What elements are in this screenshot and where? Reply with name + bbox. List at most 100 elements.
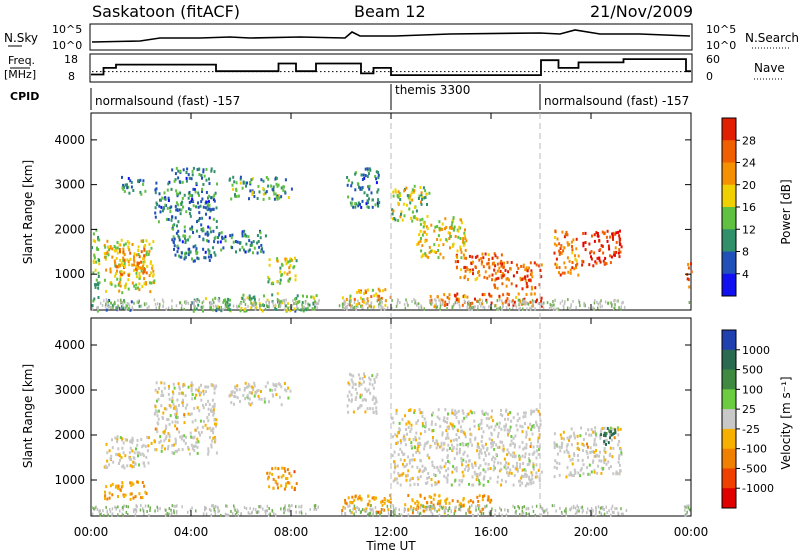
- power-cell: [136, 268, 139, 272]
- velocity-ground-cell: [431, 512, 434, 516]
- power-ground-cell: [201, 306, 203, 309]
- power-ground-cell: [601, 304, 603, 308]
- velocity-ground-cell: [234, 508, 236, 512]
- velocity-cell: [438, 470, 441, 474]
- power-cell: [137, 179, 140, 183]
- velocity-cell: [480, 421, 483, 425]
- power-cell: [528, 266, 530, 270]
- power-ground-cell: [478, 301, 481, 305]
- power-cell: [205, 178, 208, 182]
- power-cell: [278, 196, 281, 200]
- power-cell: [191, 173, 194, 177]
- velocity-cell: [111, 493, 114, 497]
- velocity-cell: [608, 466, 611, 470]
- velocity-cell: [484, 462, 487, 466]
- power-cell: [177, 220, 180, 224]
- velocity-cell: [536, 475, 539, 479]
- power-cell: [177, 192, 180, 196]
- power-cell: [618, 240, 621, 244]
- power-cell: [298, 300, 301, 304]
- velocity-ytick-label: 2000: [54, 428, 85, 442]
- power-cell: [258, 302, 261, 306]
- velocity-cell: [476, 472, 479, 476]
- velocity-cell: [530, 471, 533, 475]
- velocity-cell: [600, 466, 603, 470]
- velocity-cell: [524, 422, 526, 426]
- velocity-cell: [155, 381, 158, 385]
- power-cell: [195, 181, 198, 185]
- power-ground-cell: [470, 302, 472, 305]
- velocity-cell: [344, 498, 347, 502]
- power-cell: [176, 208, 179, 212]
- power-cell: [510, 261, 513, 264]
- power-ground-cell: [477, 305, 479, 309]
- power-cell: [558, 271, 560, 275]
- velocity-ground-cell: [407, 513, 410, 517]
- velocity-cell: [236, 388, 238, 392]
- velocity-cell: [195, 441, 198, 445]
- velocity-cell: [251, 401, 254, 405]
- velocity-cell: [406, 432, 408, 436]
- velocity-cell: [612, 472, 615, 476]
- velocity-cell: [274, 388, 277, 392]
- velocity-cell: [157, 387, 160, 390]
- velocity-cell: [532, 481, 535, 485]
- power-cell: [248, 294, 251, 298]
- power-cell: [110, 282, 113, 286]
- power-cell: [596, 256, 599, 260]
- power-ground-cell: [274, 303, 277, 307]
- power-cell: [305, 308, 308, 312]
- velocity-cell: [457, 409, 460, 413]
- power-cell: [601, 244, 604, 248]
- velocity-cell: [230, 393, 233, 397]
- power-ground-cell: [370, 305, 372, 309]
- power-cell: [259, 231, 262, 235]
- velocity-cell: [528, 437, 531, 441]
- power-ground-cell: [232, 304, 235, 308]
- velocity-cell: [512, 483, 515, 487]
- velocity-ground-cell: [608, 509, 610, 513]
- velocity-cell: [413, 458, 416, 462]
- velocity-cell: [275, 393, 278, 397]
- velocity-cell: [183, 413, 186, 417]
- velocity-cell: [199, 419, 202, 423]
- power-cell: [465, 256, 468, 260]
- velocity-cell: [160, 381, 163, 385]
- velocity-cell: [208, 403, 211, 407]
- velocity-ground-cell: [598, 510, 601, 514]
- velocity-cell: [448, 447, 451, 450]
- power-cell: [212, 195, 215, 199]
- velocity-ground-cell: [494, 509, 497, 512]
- power-cell: [275, 182, 278, 186]
- velocity-cell: [462, 458, 465, 462]
- power-cell: [145, 250, 148, 254]
- velocity-ground-cell: [341, 512, 343, 516]
- power-cell: [267, 177, 270, 181]
- velocity-cell: [404, 503, 407, 507]
- power-cell: [159, 210, 162, 214]
- velocity-cell: [553, 465, 556, 469]
- power-cell: [161, 196, 164, 200]
- power-cell: [170, 187, 173, 191]
- power-cell: [109, 246, 112, 250]
- power-cell: [95, 283, 98, 287]
- velocity-cell: [436, 415, 439, 419]
- velocity-ground-cell: [576, 510, 578, 514]
- power-cell: [588, 263, 591, 267]
- power-cell: [581, 263, 584, 267]
- velocity-cell: [434, 422, 437, 426]
- velocity-cell: [397, 453, 400, 457]
- power-cell: [598, 256, 601, 260]
- velocity-cell: [124, 454, 127, 458]
- power-ground-cell: [283, 298, 285, 302]
- power-cell: [137, 253, 140, 256]
- velocity-cell: [498, 469, 501, 473]
- power-cell: [449, 246, 451, 250]
- velocity-cell: [487, 480, 490, 483]
- power-cell: [491, 256, 494, 260]
- power-cell: [202, 183, 205, 186]
- power-ground-cell: [193, 306, 196, 310]
- velocity-cell: [358, 405, 361, 409]
- power-cell: [355, 303, 358, 306]
- velocity-cell: [618, 440, 621, 443]
